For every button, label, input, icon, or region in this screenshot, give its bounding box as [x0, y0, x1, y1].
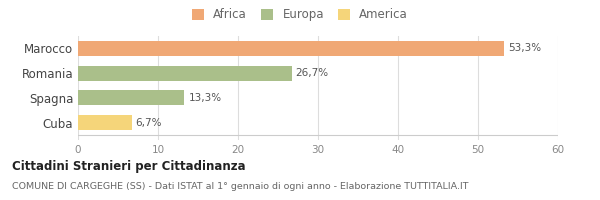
Text: 53,3%: 53,3%	[508, 43, 542, 53]
Bar	[78, 90, 184, 105]
Text: 13,3%: 13,3%	[188, 93, 221, 103]
Bar	[78, 66, 292, 81]
Bar	[78, 115, 131, 130]
Text: 6,7%: 6,7%	[136, 118, 162, 128]
Bar	[78, 41, 505, 56]
Text: 26,7%: 26,7%	[296, 68, 329, 78]
Text: COMUNE DI CARGEGHE (SS) - Dati ISTAT al 1° gennaio di ogni anno - Elaborazione T: COMUNE DI CARGEGHE (SS) - Dati ISTAT al …	[12, 182, 469, 191]
Legend: Africa, Europa, America: Africa, Europa, America	[190, 6, 410, 24]
Text: Cittadini Stranieri per Cittadinanza: Cittadini Stranieri per Cittadinanza	[12, 160, 245, 173]
